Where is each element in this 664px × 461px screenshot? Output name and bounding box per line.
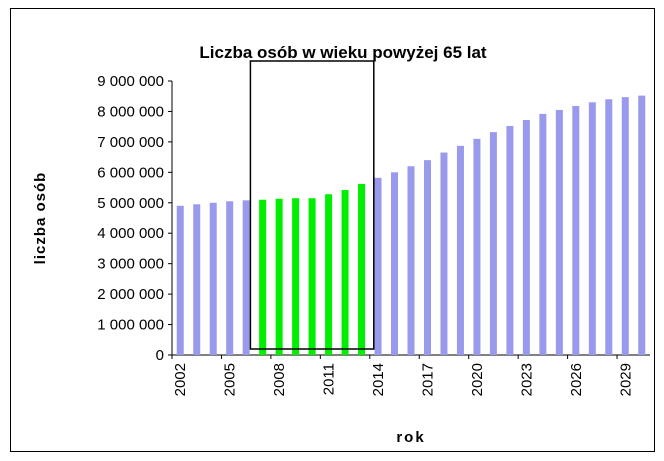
y-tick-label: 7 000 000 (97, 134, 164, 151)
bar (275, 198, 283, 355)
bar (193, 204, 201, 355)
bar (423, 160, 431, 355)
y-tick-label: 4 000 000 (97, 225, 164, 242)
bar (308, 198, 316, 355)
x-tick-label: 2002 (172, 363, 189, 396)
highlight-box (249, 60, 375, 350)
bar (638, 95, 646, 355)
x-tick-label: 2011 (321, 363, 338, 395)
x-tick-label: 2023 (518, 363, 535, 396)
bar (325, 194, 333, 355)
bar (242, 200, 250, 355)
bar (358, 183, 366, 355)
bar (176, 205, 184, 355)
bar (588, 102, 596, 355)
x-axis-label: rok (396, 429, 425, 446)
x-tick-label: 2029 (617, 363, 634, 396)
x-tick-label: 2017 (419, 363, 436, 396)
y-tick-label: 5 000 000 (97, 195, 164, 212)
y-axis-label: liczba osób (32, 172, 49, 265)
chart-frame (10, 8, 655, 452)
bar (605, 99, 613, 356)
bar (506, 126, 514, 356)
bar (209, 202, 217, 355)
y-tick-label: 0 (156, 347, 164, 364)
y-tick-label: 6 000 000 (97, 164, 164, 181)
x-tick-label: 2005 (222, 363, 239, 396)
bar (226, 201, 234, 355)
bar (539, 113, 547, 355)
chart-title: Liczba osób w wieku powyżej 65 lat (199, 43, 487, 62)
bar (572, 105, 580, 355)
bar (407, 166, 415, 355)
x-tick-label: 2020 (469, 363, 486, 396)
bar (456, 145, 464, 355)
bar (391, 172, 399, 355)
x-tick-label: 2008 (271, 363, 288, 396)
bar (341, 189, 349, 355)
y-tick-label: 2 000 000 (97, 286, 164, 303)
bar (555, 109, 563, 355)
y-tick-label: 9 000 000 (97, 73, 164, 90)
bar (374, 177, 382, 355)
bar (522, 119, 530, 355)
y-tick-label: 3 000 000 (97, 256, 164, 273)
bar (440, 152, 448, 355)
y-tick-label: 1 000 000 (97, 317, 164, 334)
bar (292, 198, 300, 355)
y-tick-label: 8 000 000 (97, 103, 164, 120)
x-tick-label: 2014 (370, 363, 387, 396)
bar (621, 97, 629, 355)
bar (473, 138, 481, 355)
x-tick-label: 2026 (568, 363, 585, 396)
bar (259, 199, 267, 355)
bar (489, 132, 497, 355)
